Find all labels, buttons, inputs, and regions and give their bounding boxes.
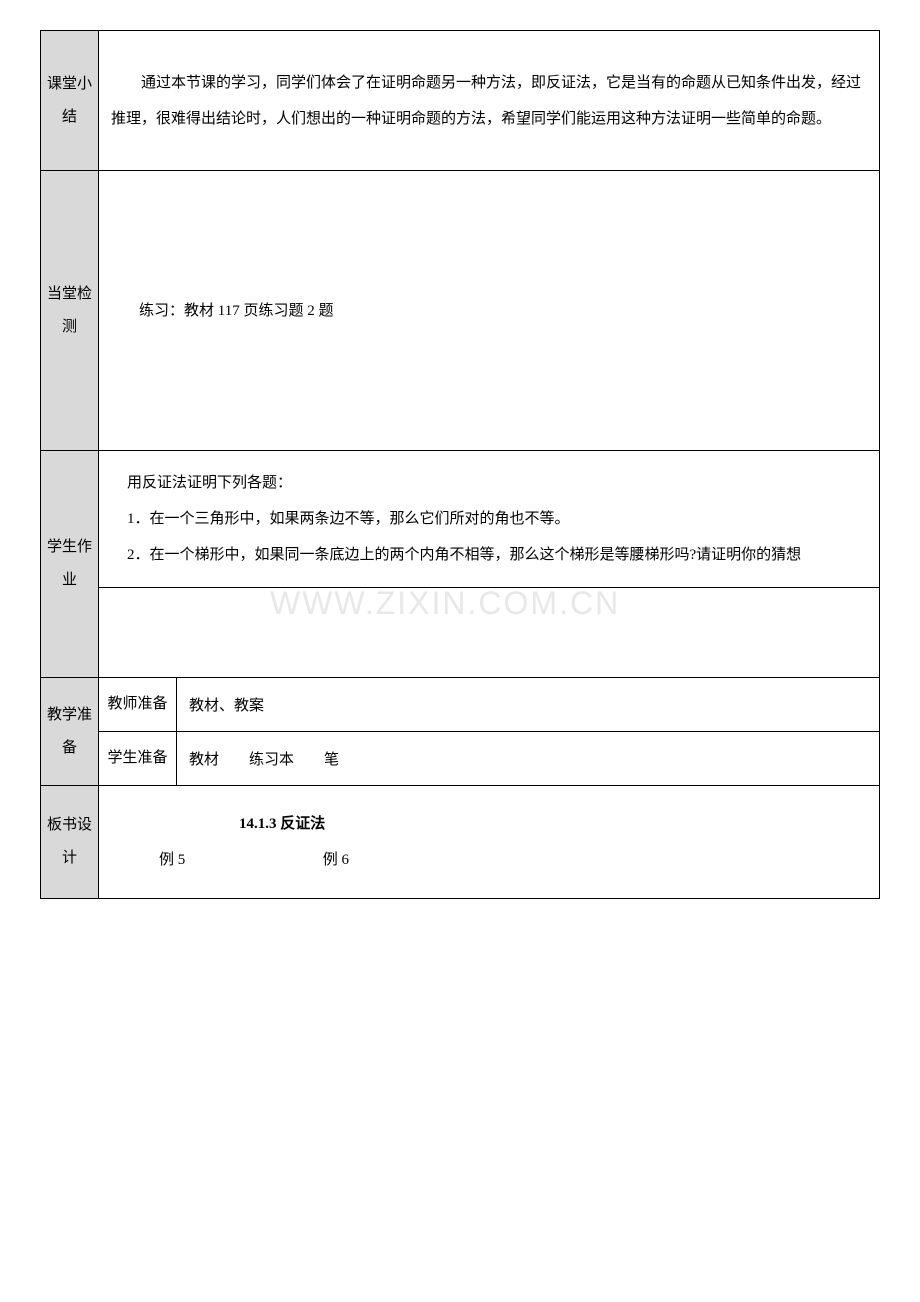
board-ex1: 例 5 <box>159 852 185 868</box>
homework-item-1: 1．在一个三角形中，如果两条边不等，那么它们所对的角也不等。 <box>127 501 867 537</box>
label-homework: 学生作业 <box>41 451 99 678</box>
label-prepare: 教学准备 <box>41 678 99 786</box>
homework-intro: 用反证法证明下列各题： <box>127 465 867 501</box>
content-test: 练习：教材 117 页练习题 2 题 <box>99 171 880 451</box>
label-teacher-prepare: 教师准备 <box>99 678 177 732</box>
board-title: 14.1.3 反证法 <box>239 806 849 842</box>
label-test: 当堂检测 <box>41 171 99 451</box>
content-homework: 用反证法证明下列各题： 1．在一个三角形中，如果两条边不等，那么它们所对的角也不… <box>99 451 880 588</box>
homework-blank-row <box>99 588 880 678</box>
label-summary: 课堂小结 <box>41 31 99 171</box>
content-teacher-prepare: 教材、教案 <box>177 678 880 732</box>
label-board: 板书设计 <box>41 786 99 899</box>
lesson-plan-table: 课堂小结 通过本节课的学习，同学们体会了在证明命题另一种方法，即反证法，它是当有… <box>40 30 880 899</box>
homework-item-2: 2．在一个梯形中，如果同一条底边上的两个内角不相等，那么这个梯形是等腰梯形吗?请… <box>127 537 867 573</box>
content-summary: 通过本节课的学习，同学们体会了在证明命题另一种方法，即反证法，它是当有的命题从已… <box>99 31 880 171</box>
content-board: 14.1.3 反证法 例 5 例 6 <box>99 786 880 899</box>
content-student-prepare: 教材 练习本 笔 <box>177 732 880 786</box>
board-ex2: 例 6 <box>323 852 349 868</box>
board-examples: 例 5 例 6 <box>159 842 849 878</box>
label-student-prepare: 学生准备 <box>99 732 177 786</box>
